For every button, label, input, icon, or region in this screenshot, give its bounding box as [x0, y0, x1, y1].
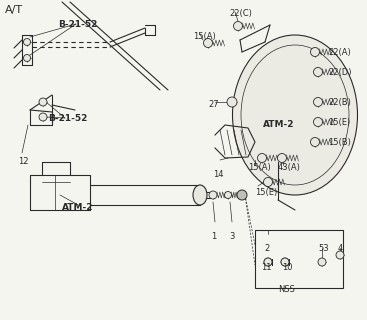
- Circle shape: [23, 54, 30, 61]
- Circle shape: [209, 191, 217, 199]
- Text: NSS: NSS: [278, 285, 295, 294]
- Text: 22(C): 22(C): [229, 9, 252, 18]
- Circle shape: [39, 98, 47, 106]
- Text: 3: 3: [229, 232, 235, 241]
- Text: 11: 11: [261, 263, 272, 272]
- Text: 53: 53: [318, 244, 328, 253]
- Circle shape: [310, 47, 320, 57]
- Circle shape: [264, 258, 272, 266]
- Text: ATM-2: ATM-2: [263, 120, 294, 129]
- Circle shape: [203, 38, 212, 47]
- Circle shape: [227, 97, 237, 107]
- Circle shape: [39, 113, 47, 121]
- Circle shape: [237, 190, 247, 200]
- Circle shape: [336, 251, 344, 259]
- Text: 15(A): 15(A): [193, 32, 216, 41]
- Circle shape: [281, 258, 289, 266]
- Ellipse shape: [193, 185, 207, 205]
- Text: B-21-52: B-21-52: [48, 114, 87, 123]
- Text: 10: 10: [282, 263, 292, 272]
- Text: 2: 2: [264, 244, 269, 253]
- Circle shape: [225, 191, 232, 198]
- Circle shape: [277, 154, 287, 163]
- Circle shape: [23, 38, 30, 45]
- Text: B-21-52: B-21-52: [58, 20, 97, 29]
- Text: 15(E): 15(E): [255, 188, 277, 197]
- Text: 1: 1: [211, 232, 216, 241]
- Text: 4: 4: [338, 244, 343, 253]
- Circle shape: [258, 154, 266, 163]
- Text: 15(A): 15(A): [248, 163, 271, 172]
- Text: 22(D): 22(D): [328, 68, 352, 77]
- Circle shape: [264, 178, 273, 187]
- Circle shape: [313, 98, 323, 107]
- Text: 22(B): 22(B): [328, 98, 351, 107]
- Circle shape: [264, 258, 272, 266]
- Text: 15(E): 15(E): [328, 118, 350, 127]
- Circle shape: [310, 138, 320, 147]
- Text: ATM-2: ATM-2: [62, 203, 94, 212]
- Text: 15(B): 15(B): [328, 138, 351, 147]
- Text: 43(A): 43(A): [278, 163, 301, 172]
- Bar: [255, 230, 343, 288]
- Circle shape: [313, 117, 323, 126]
- Text: A/T: A/T: [5, 5, 23, 15]
- Circle shape: [233, 21, 243, 30]
- Circle shape: [318, 258, 326, 266]
- Circle shape: [313, 68, 323, 76]
- Text: 14: 14: [213, 170, 224, 179]
- Text: 27: 27: [208, 100, 219, 109]
- Text: 22(A): 22(A): [328, 48, 351, 57]
- Ellipse shape: [233, 35, 357, 195]
- Text: 12: 12: [18, 157, 29, 166]
- Circle shape: [281, 258, 289, 266]
